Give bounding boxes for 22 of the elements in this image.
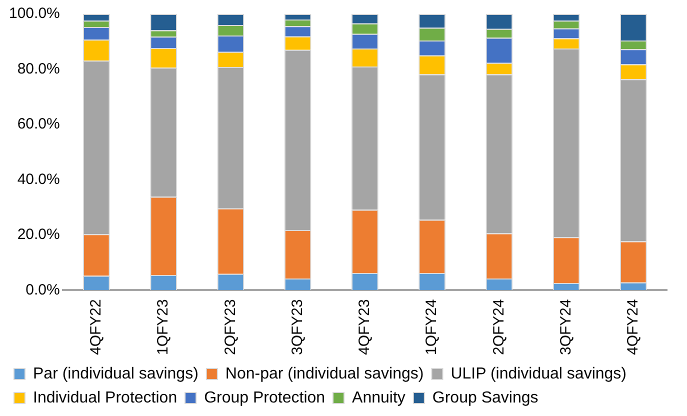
legend-label: Par (individual savings): [33, 365, 198, 382]
y-tick-label: 0.0%: [26, 281, 60, 298]
y-tick-label: 60.0%: [17, 116, 60, 133]
legend-label: Individual Protection: [33, 389, 178, 406]
y-tick-label: 20.0%: [17, 226, 60, 244]
y-tick-label: 100.0%: [9, 5, 60, 22]
x-tick-label: 1QFY24: [423, 299, 440, 356]
y-tick-label: 80.0%: [17, 60, 60, 78]
x-tick-label: 4QFY22: [88, 299, 105, 356]
legend-label: Non-par (individual savings): [225, 365, 424, 382]
legend-label: ULIP (individual savings): [450, 365, 627, 382]
x-tick-label: 4QFY24: [624, 299, 642, 356]
legend-label: Group Savings: [432, 389, 538, 406]
x-tick-label: 2QFY23: [222, 299, 239, 356]
legend-label: Annuity: [352, 389, 406, 406]
legend-label: Group Protection: [204, 389, 326, 406]
y-tick-label: 40.0%: [17, 170, 60, 188]
x-tick-label: 2QFY24: [490, 299, 508, 356]
x-tick-label: 3QFY24: [557, 299, 574, 356]
x-tick-label: 3QFY23: [288, 299, 306, 356]
x-tick-label: 4QFY23: [356, 299, 374, 356]
x-tick-label: 1QFY23: [154, 299, 172, 356]
